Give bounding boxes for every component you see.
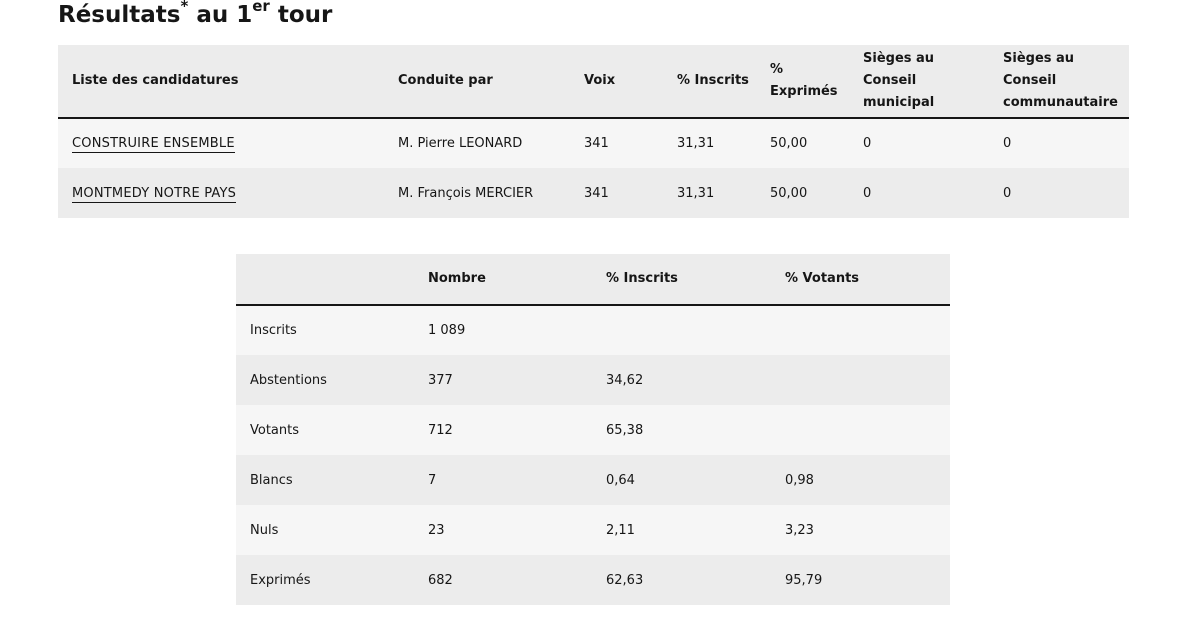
header-led-by: Conduite par bbox=[384, 45, 570, 119]
cell-count: 682 bbox=[414, 555, 592, 605]
cell-label: Exprimés bbox=[236, 555, 414, 605]
header-seats-municipal-line1: Sièges au Conseil bbox=[863, 51, 935, 88]
title-main: Résultats bbox=[58, 2, 181, 28]
cell-pct-registered: 31,31 bbox=[663, 168, 756, 218]
cell-count: 23 bbox=[414, 505, 592, 555]
cell-pct-registered: 0,64 bbox=[592, 455, 771, 505]
cell-pct-registered: 62,63 bbox=[592, 555, 771, 605]
table-row: Inscrits 1 089 bbox=[236, 305, 950, 355]
cell-pct-voters: 3,23 bbox=[771, 505, 950, 555]
cell-count: 377 bbox=[414, 355, 592, 405]
header-seats-community: Sièges au Conseil communautaire bbox=[989, 45, 1129, 119]
cell-pct-registered: 31,31 bbox=[663, 118, 756, 168]
header-pct-voters: % Votants bbox=[771, 254, 950, 306]
title-asterisk: * bbox=[180, 0, 189, 16]
cell-pct-voters bbox=[771, 305, 950, 355]
cell-list: MONTMEDY NOTRE PAYS bbox=[58, 168, 384, 218]
table-row: Nuls 23 2,11 3,23 bbox=[236, 505, 950, 555]
table-row: Votants 712 65,38 bbox=[236, 405, 950, 455]
header-list: Liste des candidatures bbox=[58, 45, 384, 119]
header-pct-expressed-line1: % bbox=[770, 62, 784, 77]
cell-label: Votants bbox=[236, 405, 414, 455]
header-seats-community-line1: Sièges au Conseil bbox=[1003, 51, 1075, 88]
header-seats-community-line2: communautaire bbox=[1003, 95, 1118, 110]
header-pct-registered-label: % Inscrits bbox=[677, 73, 749, 88]
cell-pct-expressed: 50,00 bbox=[756, 118, 849, 168]
cell-label: Nuls bbox=[236, 505, 414, 555]
cell-label: Inscrits bbox=[236, 305, 414, 355]
header-led-by-label: Conduite par bbox=[398, 73, 493, 88]
table-row: Blancs 7 0,64 0,98 bbox=[236, 455, 950, 505]
header-pct-registered: % Inscrits bbox=[592, 254, 771, 306]
header-pct-expressed-line2: Exprimés bbox=[770, 84, 838, 99]
results-header-row: Liste des candidatures Conduite par Voix… bbox=[58, 45, 1129, 119]
table-row: Abstentions 377 34,62 bbox=[236, 355, 950, 405]
cell-pct-registered: 34,62 bbox=[592, 355, 771, 405]
cell-list: CONSTRUIRE ENSEMBLE bbox=[58, 118, 384, 168]
header-seats-municipal-line2: municipal bbox=[863, 95, 935, 110]
header-pct-registered: % Inscrits bbox=[663, 45, 756, 119]
cell-pct-registered: 2,11 bbox=[592, 505, 771, 555]
title-end: tour bbox=[269, 2, 333, 28]
cell-count: 712 bbox=[414, 405, 592, 455]
participation-table-header: Nombre % Inscrits % Votants bbox=[236, 254, 950, 306]
cell-count: 1 089 bbox=[414, 305, 592, 355]
results-table-body: CONSTRUIRE ENSEMBLE M. Pierre LEONARD 34… bbox=[58, 118, 1129, 218]
list-link-construire-ensemble[interactable]: CONSTRUIRE ENSEMBLE bbox=[72, 136, 235, 153]
cell-label: Blancs bbox=[236, 455, 414, 505]
results-table-header: Liste des candidatures Conduite par Voix… bbox=[58, 45, 1129, 119]
title-ordinal: er bbox=[252, 0, 270, 16]
header-label bbox=[236, 254, 414, 306]
cell-seats-municipal: 0 bbox=[849, 118, 989, 168]
table-row: MONTMEDY NOTRE PAYS M. François MERCIER … bbox=[58, 168, 1129, 218]
cell-seats-community: 0 bbox=[989, 118, 1129, 168]
results-table: Liste des candidatures Conduite par Voix… bbox=[58, 45, 1129, 218]
cell-label: Abstentions bbox=[236, 355, 414, 405]
title-middle: au 1 bbox=[188, 2, 253, 28]
participation-header-row: Nombre % Inscrits % Votants bbox=[236, 254, 950, 306]
header-list-label: Liste des candidatures bbox=[72, 73, 239, 88]
cell-seats-municipal: 0 bbox=[849, 168, 989, 218]
cell-votes: 341 bbox=[570, 168, 663, 218]
table-row: Exprimés 682 62,63 95,79 bbox=[236, 555, 950, 605]
cell-pct-registered: 65,38 bbox=[592, 405, 771, 455]
table-row: CONSTRUIRE ENSEMBLE M. Pierre LEONARD 34… bbox=[58, 118, 1129, 168]
cell-pct-voters bbox=[771, 405, 950, 455]
cell-pct-voters: 95,79 bbox=[771, 555, 950, 605]
header-seats-municipal: Sièges au Conseil municipal bbox=[849, 45, 989, 119]
cell-votes: 341 bbox=[570, 118, 663, 168]
header-count: Nombre bbox=[414, 254, 592, 306]
cell-pct-voters: 0,98 bbox=[771, 455, 950, 505]
page-title: Résultats* au 1er tour bbox=[58, 0, 332, 32]
header-pct-expressed: % Exprimés bbox=[756, 45, 849, 119]
participation-table: Nombre % Inscrits % Votants Inscrits 1 0… bbox=[236, 254, 950, 605]
cell-pct-voters bbox=[771, 355, 950, 405]
cell-pct-registered bbox=[592, 305, 771, 355]
cell-led-by: M. François MERCIER bbox=[384, 168, 570, 218]
cell-led-by: M. Pierre LEONARD bbox=[384, 118, 570, 168]
participation-table-body: Inscrits 1 089 Abstentions 377 34,62 Vot… bbox=[236, 305, 950, 605]
cell-count: 7 bbox=[414, 455, 592, 505]
header-votes: Voix bbox=[570, 45, 663, 119]
cell-pct-expressed: 50,00 bbox=[756, 168, 849, 218]
cell-seats-community: 0 bbox=[989, 168, 1129, 218]
list-link-montmedy-notre-pays[interactable]: MONTMEDY NOTRE PAYS bbox=[72, 185, 237, 203]
header-votes-label: Voix bbox=[584, 73, 616, 88]
